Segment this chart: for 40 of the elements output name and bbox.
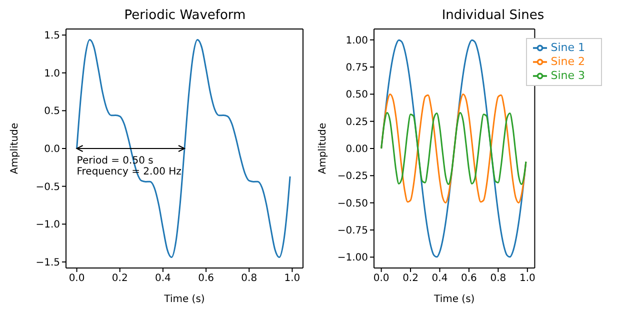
legend-label: Sine 2 bbox=[550, 55, 585, 68]
legend-label: Sine 3 bbox=[550, 69, 585, 82]
x-tick-label: 0.6 bbox=[461, 273, 477, 284]
x-tick-label: 0.0 bbox=[68, 273, 85, 284]
y-tick-label: 1.00 bbox=[346, 35, 368, 46]
y-tick-label: −1.00 bbox=[337, 252, 368, 264]
x-tick-label: 0.2 bbox=[112, 273, 128, 284]
line-series bbox=[380, 94, 527, 204]
y-axis-title: Amplitude bbox=[10, 122, 21, 174]
y-tick-label: −0.25 bbox=[337, 171, 368, 182]
y-tick-label: −0.75 bbox=[337, 226, 368, 237]
y-tick-label: 0.5 bbox=[44, 106, 60, 118]
y-tick-label: −1.5 bbox=[36, 258, 60, 268]
line-series bbox=[380, 112, 527, 185]
x-tick-label: 1.0 bbox=[519, 273, 536, 284]
legend-label: Sine 1 bbox=[550, 41, 585, 54]
chart-title: Individual Sines bbox=[440, 8, 546, 24]
chart-title: Periodic Waveform bbox=[123, 8, 247, 24]
y-tick-label: −0.5 bbox=[36, 182, 60, 193]
x-tick-label: 0.0 bbox=[373, 273, 390, 284]
y-tick-label: 0.25 bbox=[346, 116, 368, 128]
x-tick-label: 0.2 bbox=[402, 273, 418, 284]
x-axis-title: Time (s) bbox=[433, 294, 475, 305]
y-tick-label: 0.75 bbox=[346, 62, 368, 74]
y-tick-label: 0.00 bbox=[346, 144, 368, 156]
x-tick-label: 0.4 bbox=[155, 273, 171, 284]
line-series bbox=[76, 38, 291, 258]
x-tick-label: 0.8 bbox=[490, 273, 506, 284]
x-tick-label: 1.0 bbox=[284, 273, 300, 284]
y-tick-label: 0.0 bbox=[44, 144, 60, 156]
y-tick-label: −1.0 bbox=[36, 220, 60, 231]
y-tick-label: 1.5 bbox=[44, 30, 60, 42]
y-axis-title: Amplitude bbox=[318, 122, 329, 174]
x-axis-title: Time (s) bbox=[163, 294, 205, 305]
y-tick-label: 1.0 bbox=[44, 68, 60, 80]
x-tick-label: 0.4 bbox=[432, 273, 448, 284]
x-tick-label: 0.8 bbox=[241, 273, 258, 284]
y-tick-label: 0.50 bbox=[346, 90, 368, 101]
x-tick-label: 0.6 bbox=[198, 273, 214, 284]
y-tick-label: −0.50 bbox=[337, 198, 368, 210]
